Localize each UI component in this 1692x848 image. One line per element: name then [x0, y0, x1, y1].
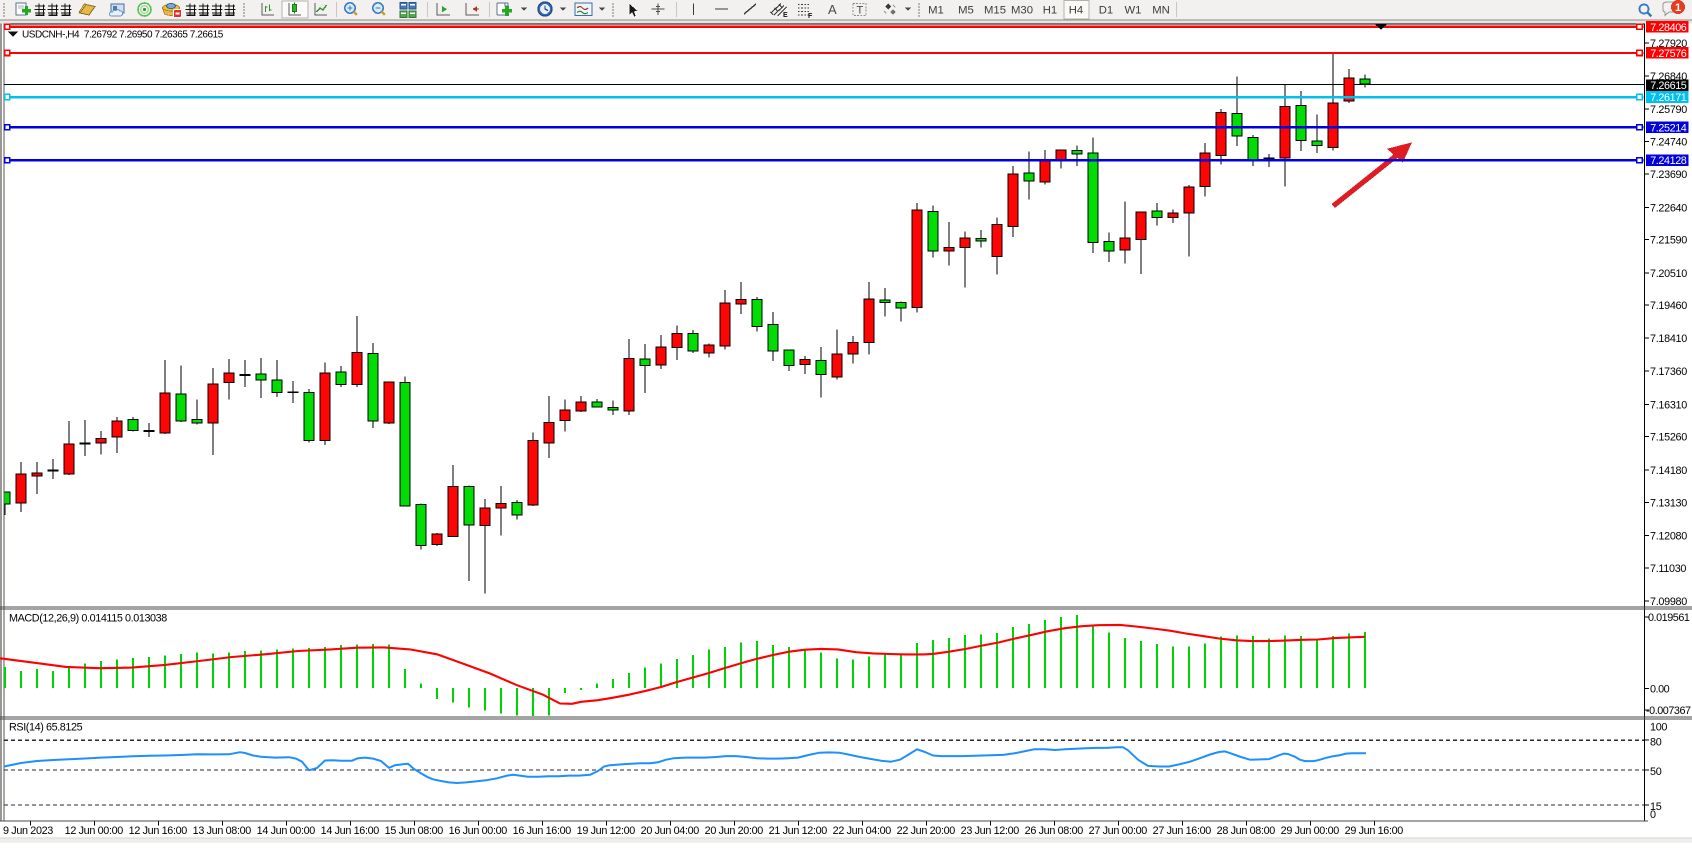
svg-text:A: A — [828, 2, 837, 17]
svg-text:7.12080: 7.12080 — [1650, 530, 1687, 542]
svg-text:29 Jun 00:00: 29 Jun 00:00 — [1281, 825, 1340, 837]
svg-text:E: E — [783, 12, 788, 19]
svg-text:12 Jun 00:00: 12 Jun 00:00 — [65, 825, 124, 837]
svg-text:7.11030: 7.11030 — [1650, 563, 1686, 575]
svg-text:M1: M1 — [928, 5, 944, 17]
svg-text:1: 1 — [1675, 2, 1681, 14]
svg-text:9 Jun 2023: 9 Jun 2023 — [3, 825, 53, 837]
svg-text:20 Jun 04:00: 20 Jun 04:00 — [641, 825, 700, 837]
svg-text:7.25214: 7.25214 — [1650, 122, 1687, 134]
svg-text:M5: M5 — [958, 5, 974, 17]
svg-text:0.00: 0.00 — [1650, 684, 1670, 696]
svg-text:7.21590: 7.21590 — [1650, 235, 1687, 247]
svg-text:14 Jun 00:00: 14 Jun 00:00 — [257, 825, 316, 837]
svg-text:22 Jun 04:00: 22 Jun 04:00 — [833, 825, 892, 837]
svg-text:7.27576: 7.27576 — [1650, 48, 1687, 60]
svg-text:22 Jun 20:00: 22 Jun 20:00 — [897, 825, 956, 837]
svg-text:MN: MN — [1152, 5, 1170, 17]
svg-text:7.19460: 7.19460 — [1650, 300, 1687, 312]
svg-text:7.24740: 7.24740 — [1650, 137, 1687, 149]
svg-text:7.15260: 7.15260 — [1650, 432, 1687, 444]
svg-text:7.16310: 7.16310 — [1650, 399, 1687, 411]
svg-text:MACD(12,26,9) 0.014115 0.01303: MACD(12,26,9) 0.014115 0.013038 — [9, 613, 167, 625]
svg-text:0: 0 — [1650, 809, 1656, 821]
svg-text:7.24128: 7.24128 — [1650, 155, 1687, 167]
svg-text:7.27920: 7.27920 — [1650, 38, 1687, 50]
svg-text:7.23690: 7.23690 — [1650, 169, 1687, 181]
svg-text:H1: H1 — [1043, 5, 1057, 17]
svg-text:27 Jun 16:00: 27 Jun 16:00 — [1153, 825, 1212, 837]
svg-text:7.17360: 7.17360 — [1650, 366, 1687, 378]
svg-text:T: T — [857, 5, 864, 17]
svg-text:27 Jun 00:00: 27 Jun 00:00 — [1089, 825, 1148, 837]
svg-text:F: F — [808, 13, 813, 20]
svg-text:80: 80 — [1650, 737, 1662, 749]
svg-text:7.14180: 7.14180 — [1650, 465, 1687, 477]
svg-text:7.26171: 7.26171 — [1650, 92, 1687, 104]
svg-text:M30: M30 — [1011, 5, 1033, 17]
svg-text:7.09980: 7.09980 — [1650, 596, 1687, 608]
svg-text:50: 50 — [1650, 766, 1662, 778]
svg-text:26 Jun 08:00: 26 Jun 08:00 — [1025, 825, 1084, 837]
svg-text:H4: H4 — [1069, 5, 1083, 17]
svg-text:100: 100 — [1650, 722, 1667, 734]
svg-text:14 Jun 16:00: 14 Jun 16:00 — [321, 825, 380, 837]
svg-text:0.019561: 0.019561 — [1648, 612, 1690, 624]
svg-text:7.18410: 7.18410 — [1650, 333, 1687, 345]
svg-text:7.25790: 7.25790 — [1650, 104, 1687, 116]
svg-text:RSI(14) 65.8125: RSI(14) 65.8125 — [9, 722, 83, 734]
svg-text:28 Jun 08:00: 28 Jun 08:00 — [1217, 825, 1276, 837]
svg-text:19 Jun 12:00: 19 Jun 12:00 — [577, 825, 636, 837]
svg-text:16 Jun 00:00: 16 Jun 00:00 — [449, 825, 508, 837]
svg-text:7.20510: 7.20510 — [1650, 268, 1687, 280]
svg-text:D1: D1 — [1099, 5, 1113, 17]
svg-text:W1: W1 — [1125, 5, 1142, 17]
svg-text:12 Jun 16:00: 12 Jun 16:00 — [129, 825, 188, 837]
svg-text:16 Jun 16:00: 16 Jun 16:00 — [513, 825, 572, 837]
svg-text:7.26615: 7.26615 — [1650, 80, 1687, 92]
svg-text:15 Jun 08:00: 15 Jun 08:00 — [385, 825, 444, 837]
svg-text:13 Jun 08:00: 13 Jun 08:00 — [193, 825, 252, 837]
svg-text:7.13130: 7.13130 — [1650, 498, 1687, 510]
svg-text:7.22640: 7.22640 — [1650, 202, 1687, 214]
svg-text:M15: M15 — [984, 5, 1006, 17]
svg-text:15: 15 — [1650, 801, 1662, 813]
svg-text:USDCNH-,H4 7.26792 7.26950 7.: USDCNH-,H4 7.26792 7.26950 7.26365 7.266… — [22, 30, 224, 41]
svg-text:23 Jun 12:00: 23 Jun 12:00 — [961, 825, 1020, 837]
svg-text:-0.007367: -0.007367 — [1646, 705, 1691, 717]
svg-text:20 Jun 20:00: 20 Jun 20:00 — [705, 825, 764, 837]
svg-text:21 Jun 12:00: 21 Jun 12:00 — [769, 825, 828, 837]
svg-text:7.28406: 7.28406 — [1650, 22, 1687, 34]
svg-text:29 Jun 16:00: 29 Jun 16:00 — [1345, 825, 1404, 837]
